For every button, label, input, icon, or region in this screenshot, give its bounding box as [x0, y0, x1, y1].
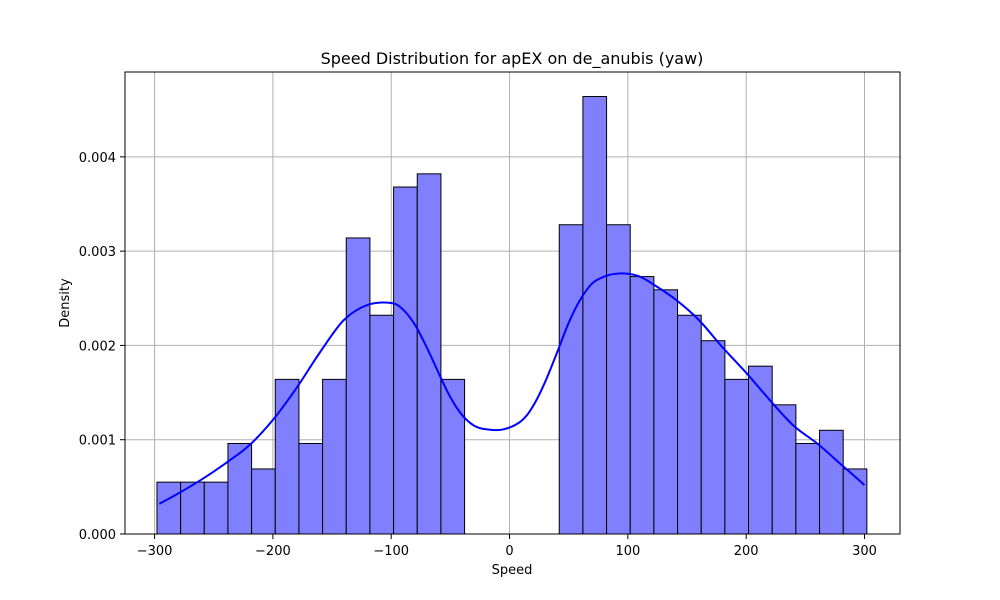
histogram-bar — [393, 186, 418, 535]
kde-curve — [158, 272, 866, 505]
y-axis-ticks: 0.000 0.001 0.002 0.003 0.004 — [79, 151, 125, 543]
x-axis-ticks: −300 −200 −100 0 100 200 300 — [137, 534, 877, 559]
x-tick-label: −200 — [255, 544, 291, 559]
chart-title: Speed Distribution for apEX on de_anubis… — [321, 49, 704, 69]
plot-frame — [124, 71, 901, 535]
histogram-bar — [156, 481, 182, 535]
histogram-bar — [298, 442, 324, 535]
histogram-bar — [677, 314, 702, 535]
kde-curve-group — [158, 272, 866, 505]
y-tick-label: 0.002 — [79, 339, 116, 354]
x-tick-label: 200 — [734, 544, 759, 559]
histogram-bar — [582, 96, 608, 535]
histogram-bars — [156, 96, 868, 535]
histogram-bar — [369, 314, 395, 535]
histogram-bar — [227, 442, 253, 535]
histogram-bar — [748, 365, 773, 535]
x-tick-label: 0 — [505, 544, 513, 559]
histogram-bar — [819, 429, 844, 535]
x-tick-label: −100 — [373, 544, 409, 559]
histogram-bar — [653, 289, 679, 535]
x-tick-label: −300 — [137, 544, 173, 559]
histogram-bar — [345, 237, 371, 535]
histogram-bar — [606, 224, 631, 535]
x-axis-label: Speed — [492, 563, 533, 578]
histogram-bar — [700, 340, 726, 535]
y-axis-label: Density — [58, 278, 73, 328]
histogram-bar — [203, 481, 229, 535]
histogram-bar — [842, 468, 868, 535]
y-tick-label: 0.003 — [79, 245, 116, 260]
histogram-bar — [724, 378, 750, 535]
histogram-bar — [795, 442, 821, 535]
histogram-bar — [558, 224, 584, 535]
y-tick-label: 0.000 — [79, 528, 116, 543]
histogram-bar — [629, 276, 655, 535]
y-tick-label: 0.004 — [79, 151, 116, 166]
histogram-bar — [322, 378, 347, 535]
y-tick-label: 0.001 — [79, 434, 116, 449]
x-tick-label: 100 — [615, 544, 640, 559]
x-tick-label: 300 — [852, 544, 877, 559]
histogram-bar — [251, 468, 276, 535]
